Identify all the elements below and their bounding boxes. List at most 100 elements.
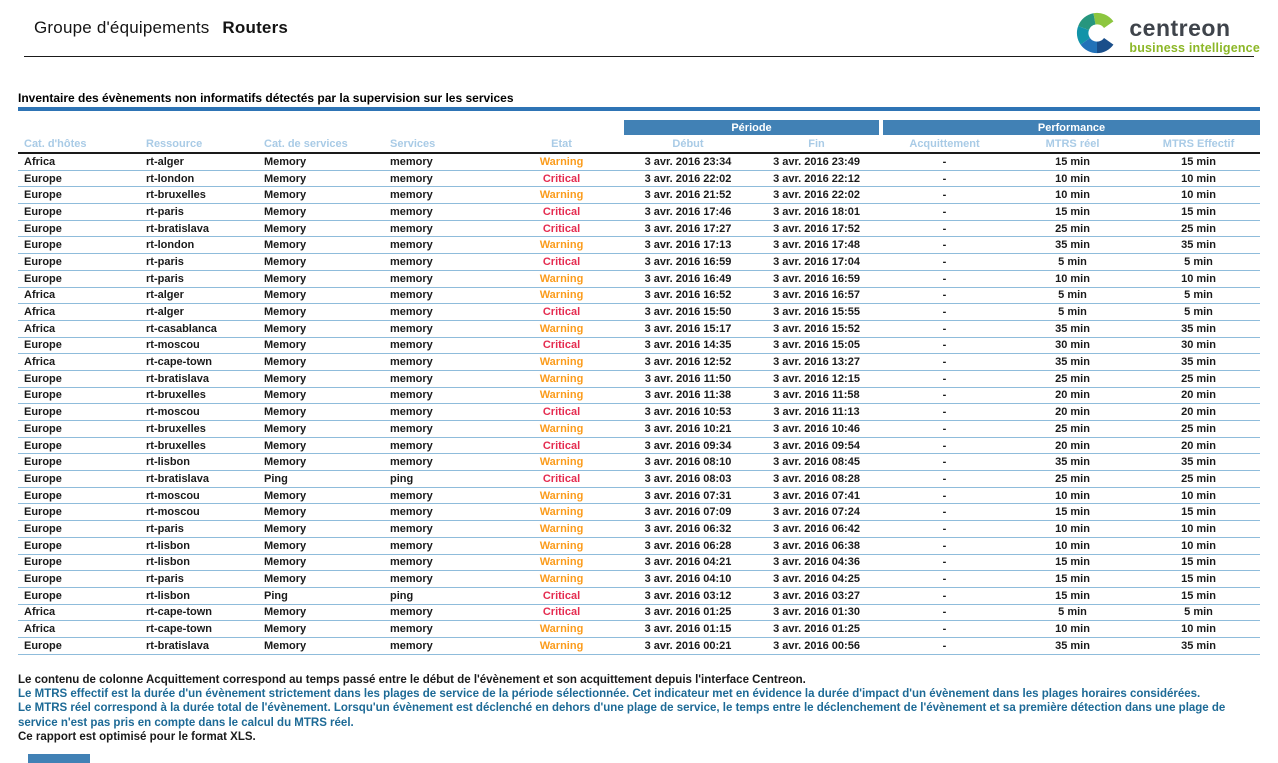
cell-end: 3 avr. 2016 16:57	[752, 287, 882, 305]
cell-host_cat: Europe	[18, 637, 140, 655]
report-title-bar	[18, 107, 1260, 111]
cell-mtrs_real: 20 min	[1008, 403, 1138, 421]
cell-service_cat: Memory	[258, 520, 384, 538]
cell-start: 3 avr. 2016 04:10	[624, 570, 752, 588]
cell-service_cat: Memory	[258, 570, 384, 588]
cell-ack: -	[881, 453, 1009, 472]
cell-end: 3 avr. 2016 04:25	[752, 570, 882, 588]
column-header-ack: Acquittement	[881, 135, 1009, 154]
cell-resource: rt-bruxelles	[140, 437, 258, 455]
logo-tagline: business intelligence	[1129, 40, 1260, 55]
cell-state: Warning	[499, 554, 624, 572]
cell-host_cat: Europe	[18, 587, 140, 605]
table-row: Europe rt-lisbon Memory memory Warning 3 avr.…	[18, 453, 1261, 472]
cell-service_cat: Memory	[258, 203, 384, 221]
cell-mtrs_real: 5 min	[1008, 604, 1138, 622]
cell-state: Warning	[499, 353, 624, 371]
cell-state: Warning	[499, 570, 624, 588]
cell-service: memory	[384, 153, 499, 171]
cell-ack: -	[881, 170, 1009, 188]
column-header-row: Cat. d'hôtes Ressource Cat. de services Ser…	[18, 135, 1261, 154]
cell-state: Critical	[499, 170, 624, 188]
cell-mtrs_eff: 35 min	[1137, 353, 1261, 371]
cell-service_cat: Memory	[258, 554, 384, 572]
cell-host_cat: Europe	[18, 337, 140, 355]
header-divider	[24, 56, 1254, 57]
cell-mtrs_real: 15 min	[1008, 153, 1138, 171]
cell-mtrs_eff: 20 min	[1137, 387, 1261, 405]
cell-service_cat: Memory	[258, 270, 384, 288]
cell-resource: rt-bratislava	[140, 220, 258, 238]
cell-start: 3 avr. 2016 17:13	[624, 236, 752, 255]
cell-service_cat: Memory	[258, 487, 384, 505]
cell-state: Warning	[499, 370, 624, 388]
cell-state: Critical	[499, 437, 624, 455]
cell-resource: rt-paris	[140, 253, 258, 271]
table-row: Europe rt-london Memory memory Warning 3 avr.…	[18, 236, 1261, 255]
cell-mtrs_real: 10 min	[1008, 520, 1138, 538]
cell-service_cat: Memory	[258, 453, 384, 472]
group-header-spacer	[18, 120, 624, 135]
cell-service_cat: Memory	[258, 220, 384, 238]
cell-ack: -	[881, 420, 1009, 438]
cell-end: 3 avr. 2016 17:52	[752, 220, 882, 238]
cell-mtrs_eff: 35 min	[1137, 320, 1261, 338]
cell-ack: -	[881, 620, 1009, 638]
cell-resource: rt-bruxelles	[140, 186, 258, 205]
cell-start: 3 avr. 2016 16:59	[624, 253, 752, 271]
page-header: Groupe d'équipements Routers centreon bu…	[0, 0, 1278, 56]
cell-mtrs_eff: 25 min	[1137, 220, 1261, 238]
cell-service_cat: Memory	[258, 320, 384, 338]
cell-service_cat: Memory	[258, 186, 384, 205]
cell-mtrs_eff: 15 min	[1137, 503, 1261, 522]
cell-resource: rt-moscou	[140, 503, 258, 522]
cell-start: 3 avr. 2016 11:50	[624, 370, 752, 388]
cell-ack: -	[881, 337, 1009, 355]
cell-start: 3 avr. 2016 14:35	[624, 337, 752, 355]
cell-mtrs_eff: 15 min	[1137, 570, 1261, 588]
cell-ack: -	[881, 320, 1009, 338]
cell-ack: -	[881, 203, 1009, 221]
column-header-end: Fin	[752, 135, 882, 154]
cell-host_cat: Europe	[18, 420, 140, 438]
cell-service: memory	[384, 270, 499, 288]
cell-service: memory	[384, 170, 499, 188]
cell-service_cat: Memory	[258, 287, 384, 305]
cell-service_cat: Ping	[258, 470, 384, 488]
cell-service_cat: Memory	[258, 437, 384, 455]
cell-service_cat: Memory	[258, 420, 384, 438]
cell-host_cat: Africa	[18, 320, 140, 338]
cell-start: 3 avr. 2016 07:09	[624, 503, 752, 522]
cell-state: Critical	[499, 337, 624, 355]
cell-host_cat: Africa	[18, 620, 140, 638]
cell-service: memory	[384, 503, 499, 522]
note-mtrs-effectif: Le MTRS effectif est la durée d'un évène…	[18, 688, 1201, 701]
group-header-performance: Performance	[879, 120, 1261, 135]
cell-service_cat: Memory	[258, 503, 384, 522]
footer-notes: Le contenu de colonne Acquittement corre…	[18, 673, 1260, 745]
cell-state: Warning	[499, 453, 624, 472]
cell-ack: -	[881, 570, 1009, 588]
cell-end: 3 avr. 2016 07:24	[752, 503, 882, 522]
cell-mtrs_eff: 35 min	[1137, 453, 1261, 472]
cell-service_cat: Memory	[258, 353, 384, 371]
cell-state: Critical	[499, 203, 624, 221]
cell-ack: -	[881, 220, 1009, 238]
cell-host_cat: Europe	[18, 403, 140, 421]
cell-state: Critical	[499, 587, 624, 605]
cell-mtrs_real: 30 min	[1008, 337, 1138, 355]
cell-end: 3 avr. 2016 15:52	[752, 320, 882, 338]
table-row: Africa rt-alger Memory memory Critical 3 avr.…	[18, 303, 1261, 321]
cell-resource: rt-lisbon	[140, 453, 258, 472]
cell-state: Warning	[499, 420, 624, 438]
cell-mtrs_real: 15 min	[1008, 570, 1138, 588]
cell-start: 3 avr. 2016 12:52	[624, 353, 752, 371]
column-header-service_cat: Cat. de services	[258, 135, 384, 154]
cell-end: 3 avr. 2016 11:58	[752, 387, 882, 405]
cell-mtrs_real: 25 min	[1008, 420, 1138, 438]
cell-start: 3 avr. 2016 08:03	[624, 470, 752, 488]
cell-ack: -	[881, 437, 1009, 455]
cell-ack: -	[881, 520, 1009, 538]
cell-service: memory	[384, 236, 499, 255]
cell-mtrs_eff: 5 min	[1137, 303, 1261, 321]
